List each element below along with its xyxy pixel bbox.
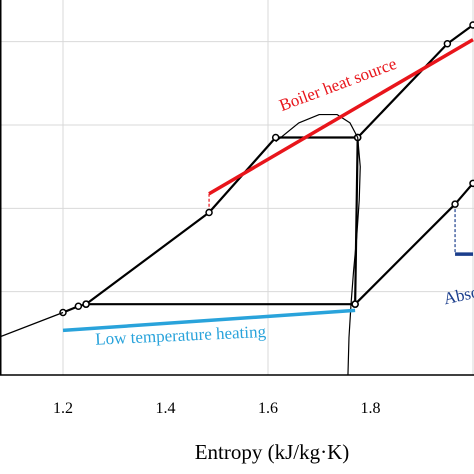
cycle-main-point xyxy=(469,21,474,29)
boiler-heat-source-line xyxy=(208,38,474,196)
x-tick-label: 1.4 xyxy=(156,400,176,417)
cycle-lower-point xyxy=(82,300,90,308)
x-axis xyxy=(0,0,474,376)
boiler-label: Boiler heat source xyxy=(277,54,400,115)
grid xyxy=(0,0,474,375)
cycle-lower-line xyxy=(86,137,359,306)
x-tick-label: 1.6 xyxy=(258,400,278,417)
absorber-label: Absor xyxy=(442,281,474,308)
x-tick-labels: 1.2 1.4 1.6 1.8 xyxy=(53,400,381,417)
x-axis-title: Entropy (kJ/kg·K) xyxy=(195,440,350,464)
cycle-main-point xyxy=(271,133,280,142)
extension-left-line xyxy=(0,311,64,338)
cycle-right-point xyxy=(469,179,474,188)
x-tick-label: 1.2 xyxy=(53,400,73,417)
cycle-main-point xyxy=(443,40,452,48)
x-tick-label: 1.8 xyxy=(361,400,381,417)
low-temperature-heating-line xyxy=(62,308,356,333)
cycle-main-point xyxy=(74,302,83,310)
cycle-main-point xyxy=(205,208,213,217)
saturation-dome-line xyxy=(275,113,361,376)
cycle-right-point xyxy=(451,200,459,208)
plot-series xyxy=(0,21,474,376)
cycle-right-point xyxy=(351,300,359,308)
